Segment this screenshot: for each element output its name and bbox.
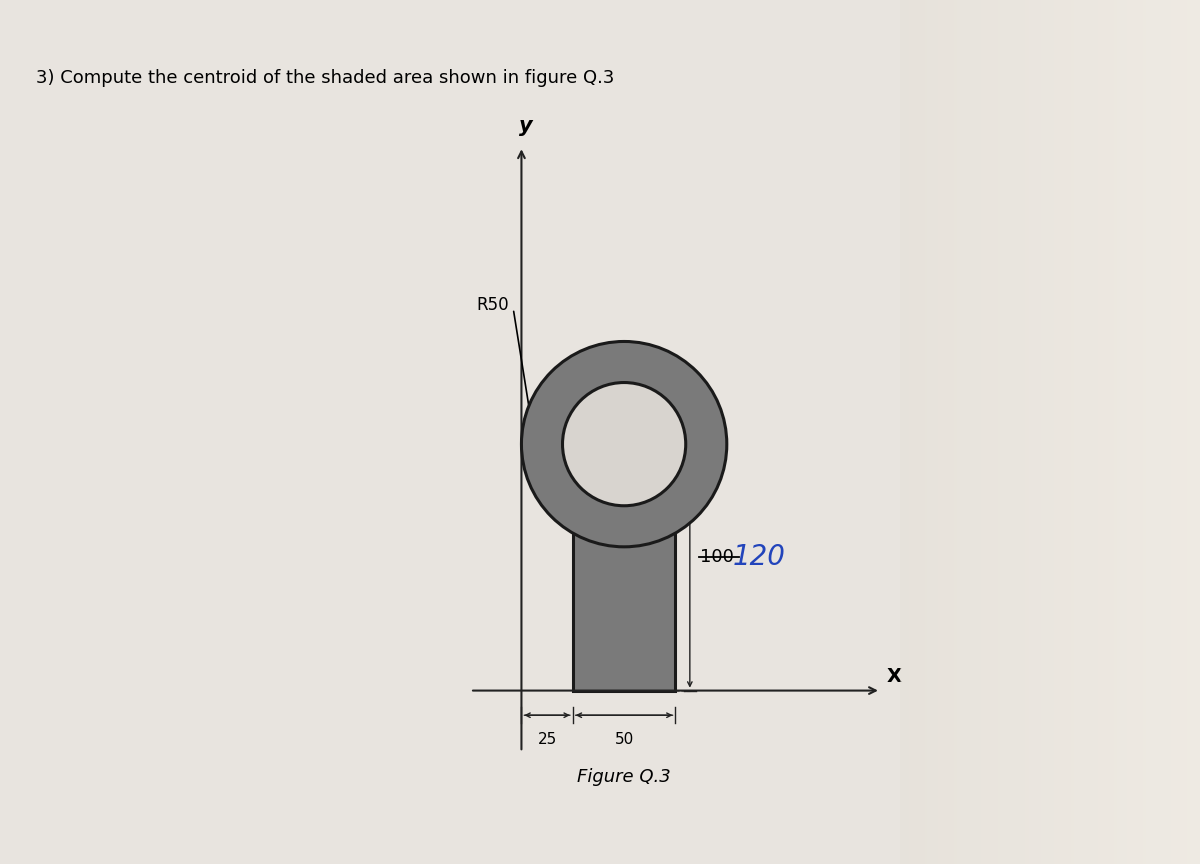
Circle shape bbox=[563, 383, 685, 505]
Text: R50: R50 bbox=[476, 295, 509, 314]
Text: 100: 100 bbox=[700, 548, 734, 566]
Text: R30: R30 bbox=[607, 357, 641, 375]
Circle shape bbox=[522, 341, 727, 547]
Text: X: X bbox=[887, 668, 902, 687]
Text: y: y bbox=[518, 116, 533, 137]
Text: 50: 50 bbox=[614, 732, 634, 746]
Text: Figure Q.3: Figure Q.3 bbox=[577, 768, 671, 786]
Text: 25: 25 bbox=[538, 732, 557, 746]
Text: 120: 120 bbox=[733, 543, 786, 571]
Text: 3) Compute the centroid of the shaded area shown in figure Q.3: 3) Compute the centroid of the shaded ar… bbox=[36, 69, 614, 87]
Bar bbox=[572, 444, 676, 690]
